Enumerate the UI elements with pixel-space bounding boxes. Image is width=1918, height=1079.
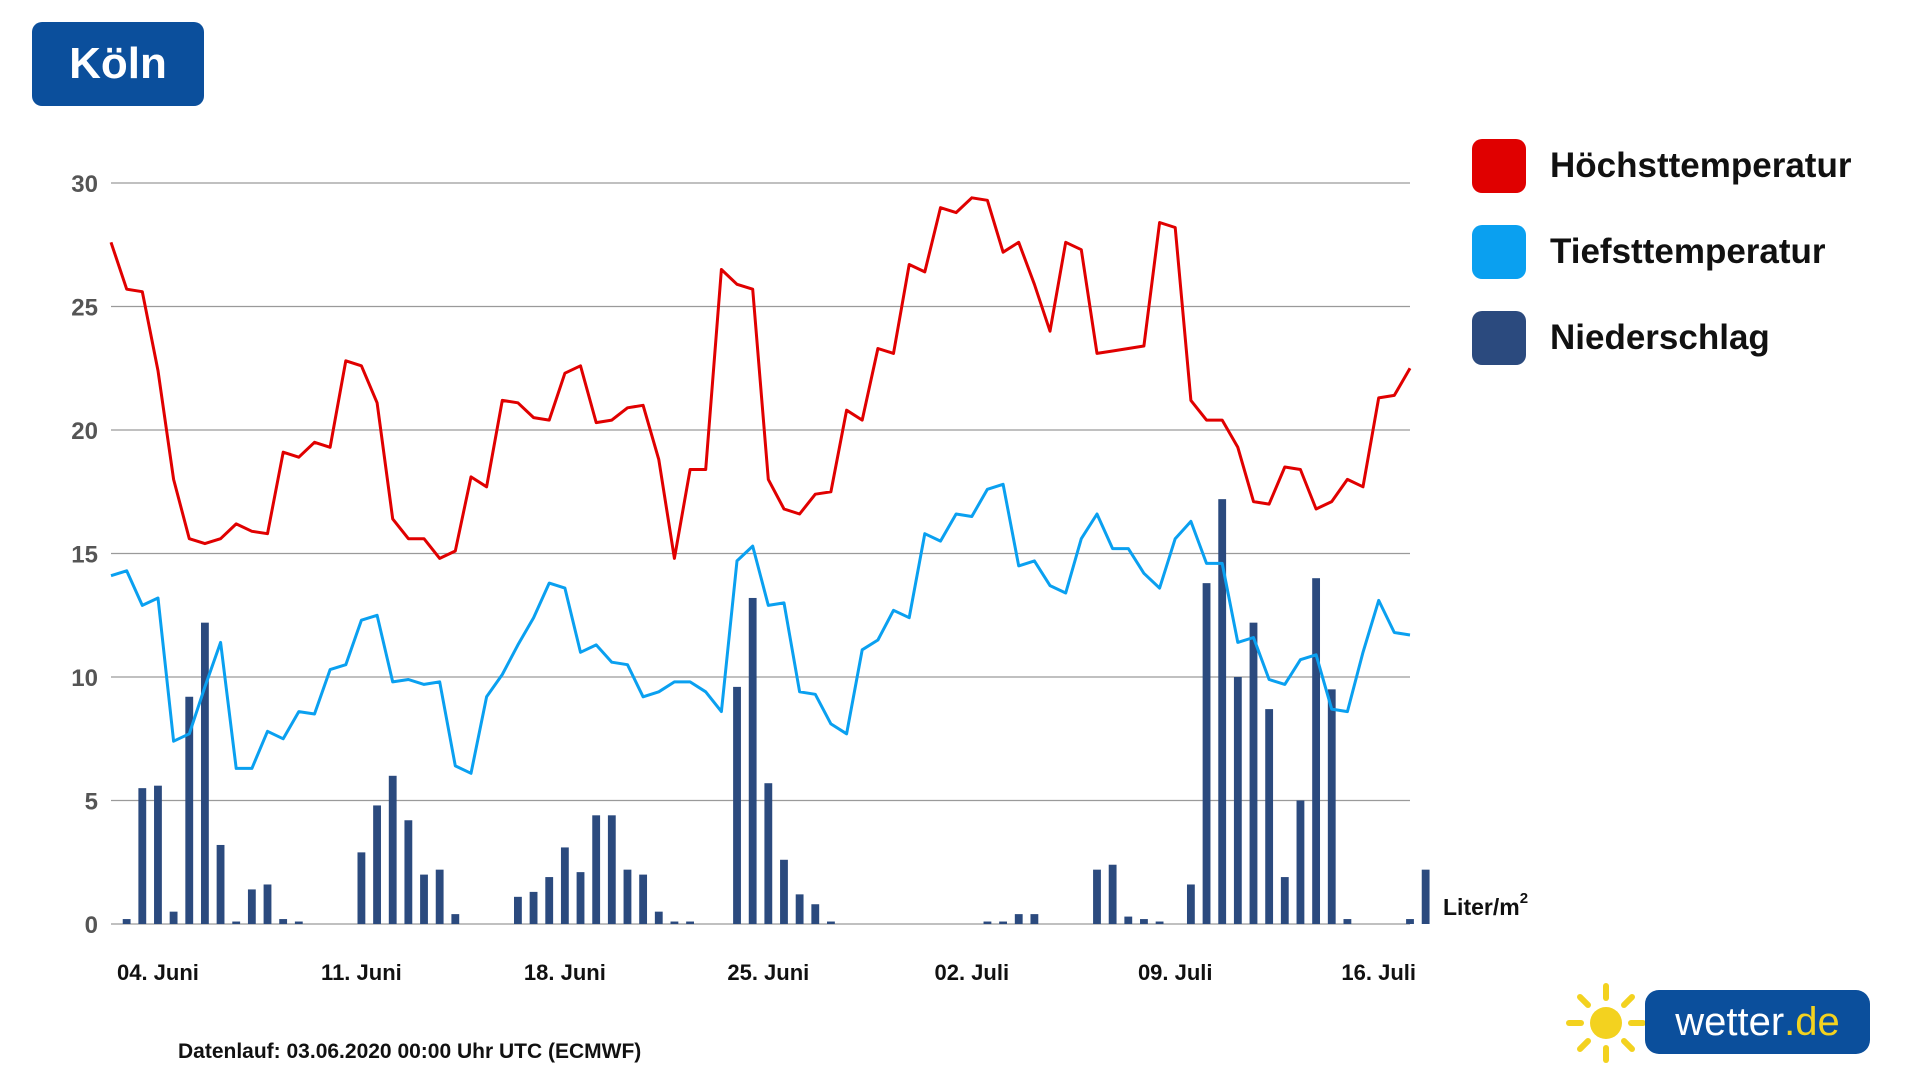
data-run-note: Datenlauf: 03.06.2020 00:00 Uhr UTC (ECM…	[178, 1040, 642, 1063]
precipitation-bar	[373, 805, 381, 924]
min-temp-line	[110, 482, 1411, 775]
precipitation-bar	[216, 844, 225, 924]
y-tick-label: 20	[71, 418, 98, 445]
y-tick-label: 25	[71, 295, 98, 322]
precipitation-bar	[514, 896, 522, 924]
x-tick-label: 11. Juni	[321, 960, 402, 985]
legend-label-max-temp: Höchsttemperatur	[1550, 146, 1852, 185]
brand-name: wetter	[1675, 999, 1785, 1044]
precipitation-bars	[122, 499, 1430, 924]
precipitation-bar	[560, 847, 569, 924]
precipitation-bar	[545, 877, 554, 924]
precipitation-bar	[827, 921, 835, 924]
precipitation-bar	[1140, 919, 1148, 924]
legend-item-precipitation: Niederschlag	[1472, 310, 1851, 366]
precipitation-bar	[1296, 800, 1305, 924]
precipitation-bar	[1124, 916, 1133, 924]
precipitation-bar	[1265, 709, 1274, 924]
precipitation-bar	[1421, 869, 1430, 924]
precipitation-bar	[420, 874, 428, 924]
precipitation-bar	[1202, 583, 1211, 924]
x-tick-label: 02. Juli	[934, 960, 1009, 985]
brand-tld: .de	[1784, 999, 1840, 1044]
precipitation-bar	[1249, 622, 1258, 924]
precipitation-bar	[733, 686, 741, 924]
precipitation-bar	[1093, 869, 1101, 924]
precipitation-bar	[1406, 919, 1414, 924]
precipitation-bar	[1014, 914, 1023, 924]
precipitation-bar	[686, 921, 694, 924]
precipitation-bar	[1108, 864, 1117, 924]
x-tick-label: 04. Juni	[117, 960, 199, 985]
precipitation-bar	[154, 785, 162, 924]
city-title: Köln	[32, 22, 204, 106]
precipitation-bar	[138, 788, 147, 924]
precipitation-bar	[576, 872, 585, 924]
precipitation-bar	[247, 889, 256, 924]
precipitation-bar	[294, 921, 303, 924]
legend-label-min-temp: Tiefsttemperatur	[1550, 232, 1826, 271]
legend-label-precipitation: Niederschlag	[1550, 318, 1770, 357]
precipitation-bar	[592, 815, 601, 924]
axes: 0 5 10 15 20 25 30 04. Juni 11. Juni 18. Juni 25. …	[71, 171, 1416, 985]
y-tick-label: 5	[85, 789, 98, 816]
precipitation-bar	[122, 919, 131, 924]
x-tick-label: 09. Juli	[1138, 960, 1213, 985]
y-tick-label: 15	[71, 542, 98, 569]
precipitation-bar	[1343, 919, 1352, 924]
precipitation-bar	[1186, 884, 1195, 924]
precipitation-bar	[1218, 499, 1227, 924]
precipitation-bar	[435, 869, 444, 924]
precipitation-bar	[357, 852, 366, 924]
precipitation-bar	[451, 914, 460, 924]
precipitation-bar	[748, 597, 757, 924]
precipitation-bar	[1030, 914, 1039, 924]
y-tick-label: 30	[71, 171, 98, 198]
precipitation-bar	[623, 869, 632, 924]
precipitation-bar	[1312, 578, 1321, 924]
precipitation-bar	[529, 891, 538, 924]
precipitation-bar	[404, 820, 413, 924]
legend-swatch-max-temp	[1472, 139, 1526, 193]
precipitation-bar	[1280, 877, 1289, 924]
brand-logo[interactable]: wetter .de	[1565, 980, 1875, 1070]
precipitation-bar	[388, 775, 397, 924]
precipitation-bar	[670, 921, 679, 924]
precipitation-bar	[279, 919, 288, 924]
precipitation-bar	[811, 904, 820, 924]
precipitation-bar	[200, 622, 209, 924]
x-tick-label: 25. Juni	[727, 960, 809, 985]
precipitation-bar	[999, 921, 1007, 924]
y-tick-label: 0	[85, 912, 98, 939]
grid	[111, 182, 1410, 925]
precipitation-bar	[639, 874, 648, 924]
x-tick-label: 18. Juni	[524, 960, 606, 985]
precipitation-bar	[169, 911, 178, 924]
precipitation-bar	[780, 859, 788, 924]
precipitation-bar	[983, 921, 992, 924]
legend-swatch-min-temp	[1472, 225, 1526, 279]
precipitation-bar	[263, 884, 272, 924]
legend-swatch-precipitation	[1472, 311, 1526, 365]
temperature-lines	[109, 196, 1412, 775]
precipitation-bar	[795, 894, 804, 924]
precipitation-bar	[607, 815, 616, 924]
precipitation-bar	[764, 783, 773, 924]
brand-wordmark: wetter .de	[1645, 990, 1870, 1054]
precipitation-bar	[1155, 921, 1164, 924]
legend-item-min-temp: Tiefsttemperatur	[1472, 224, 1851, 280]
unit-label: Liter/m2	[1443, 890, 1528, 920]
precipitation-bar	[232, 921, 241, 924]
precipitation-bar	[654, 911, 663, 924]
max-temp-line	[109, 196, 1412, 560]
precipitation-bar	[1233, 677, 1242, 924]
precipitation-bar	[185, 696, 194, 924]
y-tick-label: 10	[71, 665, 98, 692]
legend-item-max-temp: Höchsttemperatur	[1472, 138, 1851, 194]
x-tick-label: 16. Juli	[1341, 960, 1416, 985]
legend: Höchsttemperatur Tiefsttemperatur Nieder…	[1472, 138, 1851, 396]
precipitation-bar	[1327, 689, 1336, 924]
sun-icon	[1566, 983, 1646, 1063]
